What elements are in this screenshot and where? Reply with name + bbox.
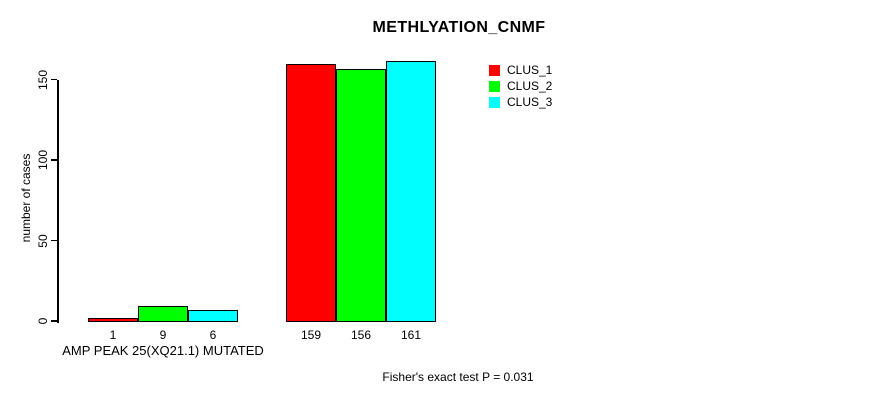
legend-swatch [489, 81, 500, 92]
category-label: AMP PEAK 25(XQ21.1) MUTATED [62, 343, 264, 358]
bar-value-label: 6 [209, 328, 217, 342]
y-axis-tick-label: 50 [36, 233, 50, 248]
y-axis-tick-label: 100 [36, 149, 50, 171]
legend: CLUS_1 CLUS_2 CLUS_3 [489, 63, 553, 113]
bar-value-label: 161 [400, 328, 422, 342]
legend-item-label: CLUS_1 [507, 63, 553, 77]
y-axis-tick [51, 78, 57, 81]
y-axis-tick-label: 150 [36, 69, 50, 90]
y-axis-label: number of cases [19, 153, 33, 243]
y-axis-tick [51, 239, 57, 242]
y-axis-tick [51, 159, 57, 161]
bar-value-label: 9 [159, 328, 167, 342]
y-axis-tick-label: 0 [36, 317, 50, 325]
legend-swatch [489, 65, 500, 76]
bar-clus_1-group-2 [286, 64, 336, 322]
bar-value-label: 156 [350, 328, 372, 342]
y-axis-line [57, 79, 59, 323]
legend-item-label: CLUS_3 [507, 95, 553, 109]
legend-item-label: CLUS_2 [507, 79, 553, 93]
bar-clus_2-group-1 [138, 305, 188, 322]
legend-swatch [489, 97, 500, 108]
bar-value-label: 159 [300, 328, 322, 342]
y-axis-tick [51, 320, 57, 322]
legend-item: CLUS_3 [489, 95, 553, 109]
bar-clus_1-group-1 [88, 318, 138, 322]
chart-title: METHLYATION_CNMF [372, 19, 546, 36]
bar-clus_3-group-2 [386, 60, 436, 322]
fisher-test-annotation: Fisher's exact test P = 0.031 [382, 370, 534, 384]
bar-clus_3-group-1 [188, 310, 238, 322]
legend-item: CLUS_2 [489, 79, 553, 93]
bar-value-label: 1 [109, 328, 117, 342]
bar-clus_2-group-2 [336, 68, 386, 322]
legend-item: CLUS_1 [489, 63, 553, 77]
